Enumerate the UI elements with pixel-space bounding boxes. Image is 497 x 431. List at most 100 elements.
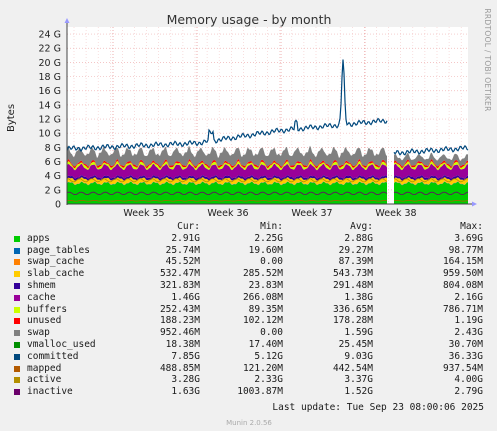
value-avg: 87.39M <box>338 256 373 268</box>
value-cur: 952.46M <box>159 327 200 339</box>
value-min: 5.12G <box>254 350 283 362</box>
y-tick-label: 18 G <box>39 72 61 83</box>
legend-item-buffers: buffers 252.43M 89.35M 336.65M 786.71M <box>0 304 497 316</box>
area-page-tables <box>394 181 468 186</box>
y-tick-label: 2 G <box>45 185 61 196</box>
x-tick-label: Week 35 <box>123 208 164 219</box>
y-tick-label: 10 G <box>39 129 61 140</box>
value-cur: 18.38M <box>165 338 200 350</box>
value-min: 285.52M <box>242 268 283 280</box>
header-max: Max: <box>460 221 483 232</box>
area-unused <box>394 159 468 169</box>
value-avg: 1.59G <box>344 327 373 339</box>
legend-swatch <box>14 235 20 242</box>
value-cur: 1.46G <box>171 291 200 303</box>
value-cur: 488.85M <box>159 362 200 374</box>
value-max: 2.16G <box>454 291 483 303</box>
legend-item-mapped: mapped 488.85M 121.20M 442.54M 937.54M <box>0 363 497 375</box>
x-tick-labels: Week 35 Week 36 Week 37 Week 38 <box>123 208 416 219</box>
legend-label: inactive <box>27 386 73 398</box>
legend-label: swap <box>27 327 50 339</box>
y-tick-label: 24 G <box>39 30 61 41</box>
header-cur: Cur: <box>177 221 200 232</box>
legend-rows: apps 2.91G 2.25G 2.88G 3.69G page_tables 25.74… <box>0 233 497 398</box>
value-cur: 25.74M <box>165 244 200 256</box>
area-cache <box>67 163 387 179</box>
y-axis-arrow <box>64 18 70 23</box>
legend-item-vmalloc-used: vmalloc_used 18.38M 17.40M 25.45M 30.70M <box>0 339 497 351</box>
value-min: 121.20M <box>242 362 283 374</box>
value-cur: 2.91G <box>171 232 200 244</box>
legend-item-apps: apps 2.91G 2.25G 2.88G 3.69G <box>0 233 497 245</box>
line-active <box>393 178 469 183</box>
y-tick-label: 12 G <box>39 115 61 126</box>
value-max: 1.19G <box>454 315 483 327</box>
legend-swatch <box>14 341 20 348</box>
value-avg: 9.03G <box>344 350 373 362</box>
area-shmem <box>67 175 387 181</box>
line-mapped <box>66 200 388 202</box>
legend-label: unused <box>27 315 62 327</box>
y-tick-label: 16 G <box>39 86 61 97</box>
area-apps <box>394 181 468 204</box>
value-avg: 291.48M <box>332 279 373 291</box>
value-min: 0.00 <box>260 327 283 339</box>
line-inactive <box>66 191 388 196</box>
area-swap <box>67 145 387 167</box>
value-avg: 29.27M <box>338 244 373 256</box>
legend-swatch <box>14 271 20 278</box>
legend-swatch <box>14 259 20 266</box>
value-avg: 1.52G <box>344 386 373 398</box>
area-slab-cache <box>67 177 387 185</box>
value-min: 0.00 <box>260 256 283 268</box>
legend-swatch <box>14 318 20 325</box>
line-inactive <box>393 191 469 196</box>
value-max: 98.77M <box>448 244 483 256</box>
legend-label: vmalloc_used <box>27 338 96 350</box>
legend-label: swap_cache <box>27 256 85 268</box>
axes <box>64 18 477 207</box>
legend-label: active <box>27 374 62 386</box>
y-tick-label: 0 <box>55 200 61 211</box>
y-tick-label: 14 G <box>39 100 61 111</box>
legend: Cur: Min: Avg: Max: apps 2.91G 2.25G 2.88G 3… <box>0 221 497 398</box>
value-min: 89.35M <box>248 303 283 315</box>
value-min: 23.83M <box>248 279 283 291</box>
line-committed <box>66 59 388 152</box>
legend-item-swap: swap 952.46M 0.00 1.59G 2.43G <box>0 327 497 339</box>
x-tick-label: Week 37 <box>291 208 332 219</box>
legend-label: committed <box>27 350 79 362</box>
value-avg: 336.65M <box>332 303 373 315</box>
legend-item-inactive: inactive 1.63G 1003.87M 1.52G 2.79G <box>0 386 497 398</box>
legend-header: Cur: Min: Avg: Max: <box>0 221 497 233</box>
legend-swatch <box>14 294 20 301</box>
legend-item-active: active 3.28G 2.33G 3.37G 4.00G <box>0 374 497 386</box>
line-mapped <box>393 200 469 202</box>
area-shmem <box>394 175 468 181</box>
area-slab-cache <box>394 177 468 185</box>
value-min: 102.12M <box>242 315 283 327</box>
legend-swatch <box>14 330 20 337</box>
value-max: 4.00G <box>454 374 483 386</box>
value-max: 959.50M <box>442 268 483 280</box>
value-max: 2.79G <box>454 386 483 398</box>
value-min: 2.33G <box>254 374 283 386</box>
value-max: 937.54M <box>442 362 483 374</box>
value-min: 266.08M <box>242 291 283 303</box>
value-min: 2.25G <box>254 232 283 244</box>
y-tick-label: 6 G <box>45 157 61 168</box>
legend-label: shmem <box>27 279 56 291</box>
legend-swatch <box>14 306 20 313</box>
legend-item-page-tables: page_tables 25.74M 19.60M 29.27M 98.77M <box>0 245 497 257</box>
munin-version: Munin 2.0.56 <box>226 419 272 427</box>
legend-label: page_tables <box>27 244 90 256</box>
value-cur: 188.23M <box>159 315 200 327</box>
header-min: Min: <box>260 221 283 232</box>
chart-title: Memory usage - by month <box>167 12 332 27</box>
legend-label: mapped <box>27 362 62 374</box>
y-tick-label: 4 G <box>45 171 61 182</box>
value-cur: 45.52M <box>165 256 200 268</box>
area-buffers <box>67 161 387 171</box>
legend-swatch <box>14 365 20 372</box>
